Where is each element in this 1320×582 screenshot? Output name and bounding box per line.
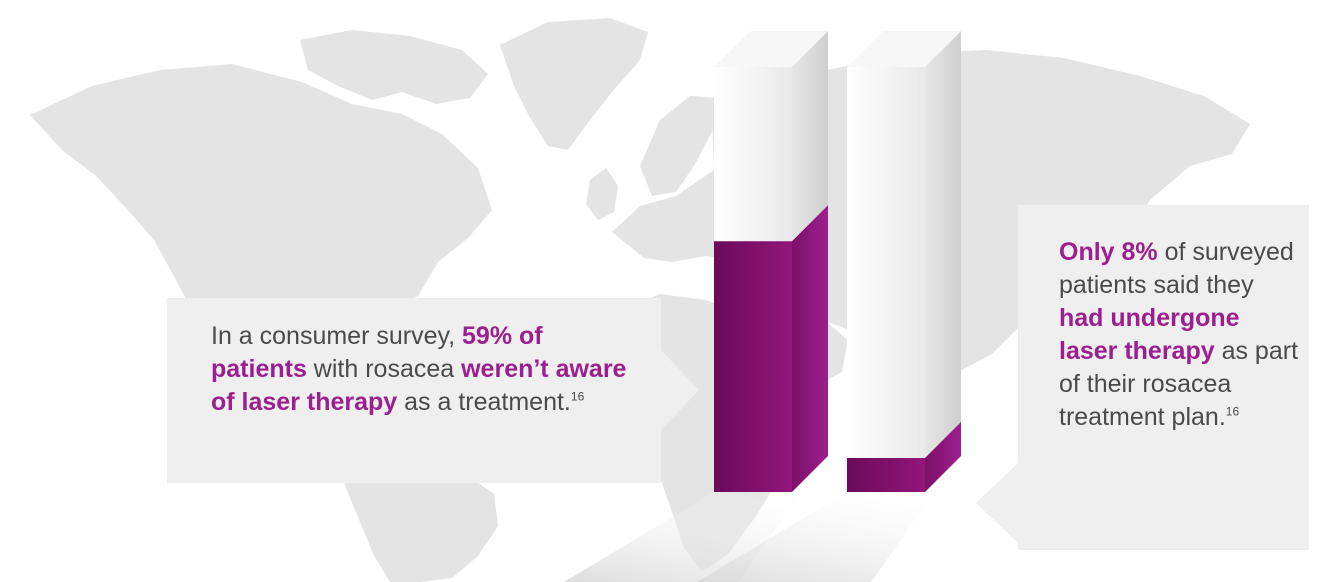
bar-1-value-side	[792, 205, 828, 492]
callout-right-text-1: of surveyed patients said they	[1059, 238, 1294, 299]
bar-1-top	[714, 31, 828, 67]
uk-shape	[586, 168, 618, 220]
callout-right-text-2: as part of their rosacea treatment plan.	[1059, 337, 1299, 431]
arctic-islands-shape	[300, 30, 488, 104]
bar-2-top	[847, 31, 961, 67]
greenland-shape	[500, 18, 648, 150]
scandinavia-shape	[640, 96, 718, 196]
callout-left-text-1: In a consumer survey,	[211, 322, 463, 350]
bar-1-value-front	[714, 241, 792, 492]
callout-right-text: Only 8% of surveyed patients said they h…	[1059, 236, 1299, 434]
callout-right-highlight-1: Only 8%	[1059, 238, 1158, 266]
callout-right: Only 8% of surveyed patients said they h…	[976, 205, 1309, 550]
callout-left: In a consumer survey, 59% of patients wi…	[167, 298, 699, 483]
callout-right-pointer	[976, 463, 1018, 543]
callout-right-highlight-2: had undergone laser therapy	[1059, 304, 1240, 365]
bar-2-value-front	[847, 458, 925, 492]
callout-left-text: In a consumer survey, 59% of patients wi…	[211, 320, 631, 419]
callout-left-reference: 16	[570, 389, 585, 404]
callout-left-highlight-2: weren’t aware of laser therapy	[211, 355, 627, 416]
bar-2-front	[847, 67, 925, 492]
callout-left-text-2: with rosacea	[306, 355, 462, 383]
callout-left-text-3: as a treatment.	[397, 388, 571, 416]
callout-left-highlight-1: 59% of patients	[211, 322, 543, 383]
callout-left-pointer	[661, 350, 699, 430]
bar-2-value-side	[925, 422, 961, 492]
bar-2-side	[925, 31, 961, 492]
callout-right-reference: 16	[1225, 404, 1240, 419]
